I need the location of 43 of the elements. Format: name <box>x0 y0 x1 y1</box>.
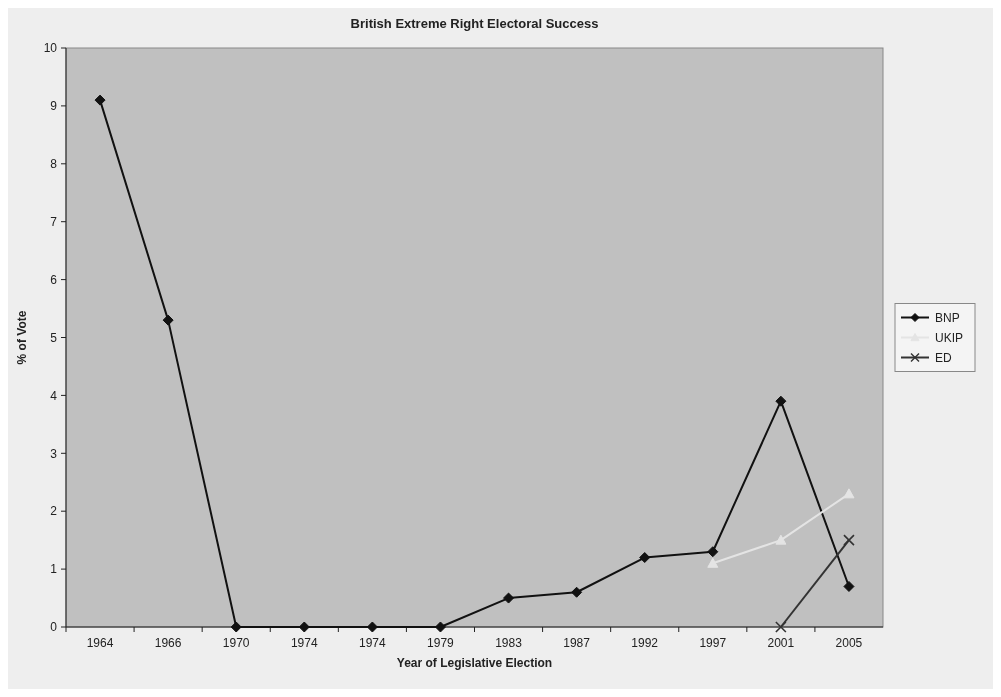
point <box>843 580 855 592</box>
point <box>843 534 855 546</box>
x-tick-label: 1974 <box>359 636 387 650</box>
x-tick-label: 1987 <box>563 636 591 650</box>
y-tick-label: 4 <box>50 388 58 403</box>
point <box>707 557 719 568</box>
y-tick-label: 5 <box>50 330 58 345</box>
y-tick-label: 0 <box>50 620 58 635</box>
point <box>639 552 651 564</box>
point <box>843 488 855 499</box>
point <box>571 586 583 598</box>
point <box>94 94 106 106</box>
legend-label: ED <box>935 350 952 365</box>
y-tick-label: 8 <box>50 157 58 171</box>
point <box>162 314 174 326</box>
point <box>775 534 787 545</box>
x-tick-label: 1983 <box>495 636 523 650</box>
x-tick-label: 2005 <box>835 636 863 650</box>
x-tick-label: 1979 <box>427 636 455 650</box>
point <box>503 592 515 604</box>
y-tick-label: 1 <box>50 562 58 577</box>
y-tick-label: 7 <box>50 214 58 229</box>
point <box>775 395 787 407</box>
y-tick-label: 10 <box>43 41 58 56</box>
point <box>230 621 242 633</box>
y-tick-label: 3 <box>50 446 58 461</box>
y-tick-label: 6 <box>50 272 58 287</box>
x-tick-label: 1992 <box>631 636 659 650</box>
y-tick-label: 2 <box>50 504 58 519</box>
y-tick-label: 9 <box>50 99 58 114</box>
legend-label: UKIP <box>935 330 964 345</box>
x-tick-label: 1966 <box>154 636 182 650</box>
x-axis-title: Year of Legislative Election <box>396 656 553 670</box>
legend-label: BNP <box>935 310 960 325</box>
x-tick-label: 1974 <box>290 636 318 650</box>
y-axis-title: % of Vote <box>15 310 29 365</box>
x-tick-label: 2001 <box>767 636 795 650</box>
point <box>775 621 787 633</box>
x-tick-label: 1997 <box>699 636 727 650</box>
point <box>707 546 719 558</box>
chart-title: British Extreme Right Electoral Success <box>350 16 599 31</box>
x-tick-label: 1970 <box>222 636 250 650</box>
x-tick-label: 1964 <box>86 636 114 650</box>
